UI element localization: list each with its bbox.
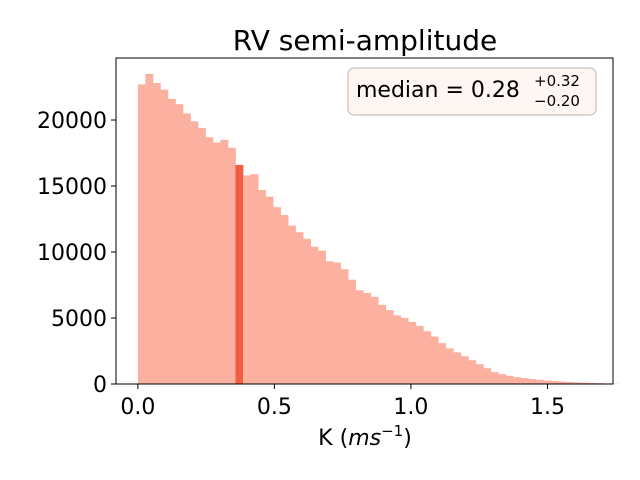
plot-frame (115, 57, 614, 385)
histogram-bar (295, 232, 304, 384)
histogram-bar (408, 321, 417, 384)
histogram-bar (370, 296, 379, 384)
histogram-bar (355, 290, 364, 384)
histogram-bar (453, 352, 462, 384)
histogram-bar (460, 356, 469, 384)
histogram-bar (363, 292, 372, 384)
histogram-bar (250, 174, 259, 384)
histogram-bar (205, 137, 214, 384)
histogram-bar (543, 380, 552, 384)
histogram-bar (490, 372, 499, 384)
histogram-bar (423, 331, 432, 384)
histogram-bar (378, 304, 387, 384)
histogram-bar (182, 113, 191, 385)
histogram-bar (227, 147, 236, 384)
histogram-bar (145, 73, 154, 384)
histogram-bar (573, 382, 582, 384)
histogram-bar (558, 381, 567, 384)
histogram-bar (565, 382, 574, 384)
histogram-bar (348, 279, 357, 384)
histogram-bar (438, 343, 447, 384)
histogram-bar (190, 121, 199, 384)
histogram-bar (520, 378, 529, 384)
histogram-bars (137, 73, 619, 385)
histogram-bar (513, 377, 522, 384)
histogram-bar (445, 348, 454, 384)
y-tick-label: 20000 (37, 109, 107, 134)
x-tick-label: 1.0 (393, 395, 428, 420)
histogram-bar (310, 246, 319, 384)
annotation-lower: −0.20 (534, 92, 580, 110)
histogram-bar (137, 84, 146, 385)
histogram-bar (535, 379, 544, 384)
x-tick-label: 1.5 (530, 395, 565, 420)
histogram-bar (468, 360, 477, 384)
histogram-bar (325, 261, 334, 384)
x-axis-label: K (ms−1) (318, 422, 412, 451)
histogram-bar (393, 315, 402, 384)
histogram-bar (400, 318, 409, 384)
histogram-bar (242, 175, 251, 384)
histogram-bar (550, 380, 559, 384)
histogram-bar (333, 262, 342, 384)
histogram-bar-median (235, 164, 244, 384)
histogram-bar (483, 368, 492, 384)
histogram-bar (588, 382, 597, 384)
y-tick-label: 5000 (51, 307, 107, 332)
histogram-bar (258, 189, 266, 384)
histogram-bar (160, 89, 169, 385)
y-tick-label: 15000 (37, 175, 107, 200)
histogram-bar (318, 250, 326, 384)
x-axis-ticks: 0.0 0.5 1.0 1.5 (120, 384, 565, 420)
histogram-bar (197, 127, 206, 384)
histogram-bar (303, 238, 311, 384)
histogram-bar (505, 375, 514, 384)
annotation-upper: +0.32 (534, 72, 580, 90)
histogram-bar (415, 325, 424, 384)
histogram-bar (152, 83, 161, 384)
histogram-bar (280, 215, 289, 384)
median-annotation: median = 0.28 +0.32 −0.20 (347, 67, 597, 116)
annotation-box (347, 67, 597, 116)
histogram-bar (528, 378, 537, 384)
histogram-bar (288, 225, 296, 384)
histogram-bar (385, 310, 394, 384)
x-tick-label: 0.0 (120, 395, 155, 420)
histogram-bar (430, 336, 439, 384)
histogram-bar (340, 269, 349, 384)
histogram-bar (175, 104, 184, 384)
histogram-bar (580, 382, 589, 384)
histogram-bar (498, 374, 507, 384)
chart-title: RV semi-amplitude (233, 24, 497, 57)
annotation-label: median = 0.28 (356, 78, 520, 103)
x-tick-label: 0.5 (257, 395, 292, 420)
histogram-bar (475, 364, 484, 384)
histogram-bar (212, 142, 221, 384)
y-tick-label: 0 (93, 373, 107, 398)
histogram-bar (265, 196, 274, 384)
y-axis-ticks: 0 5000 10000 15000 20000 (37, 109, 116, 398)
histogram-bar (167, 98, 176, 384)
y-tick-label: 10000 (37, 241, 107, 266)
histogram-bar (273, 207, 281, 384)
histogram-bar (220, 139, 229, 384)
